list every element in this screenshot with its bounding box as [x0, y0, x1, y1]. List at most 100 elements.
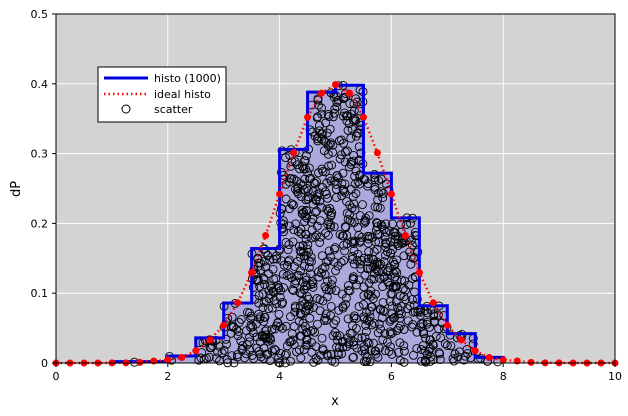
ideal-histo-point	[276, 190, 284, 198]
scatter-point	[367, 320, 377, 330]
scatter-point	[380, 307, 390, 317]
scatter-point	[340, 222, 350, 232]
scatter-point	[416, 356, 426, 366]
scatter-point	[281, 194, 291, 204]
scatter-point	[367, 233, 377, 242]
scatter-point	[361, 213, 371, 223]
scatter-point	[298, 318, 308, 328]
legend-scatter-swatch	[121, 104, 131, 114]
scatter-point	[412, 327, 422, 337]
scatter-point	[310, 179, 320, 188]
scatter-point	[342, 146, 352, 156]
scatter-point	[340, 246, 350, 256]
scatter-point	[390, 260, 400, 270]
scatter-point	[399, 251, 409, 261]
scatter-point	[340, 108, 349, 118]
scatter-point	[420, 346, 430, 356]
scatter-point	[296, 229, 306, 239]
scatter-point	[338, 94, 348, 104]
scatter-point	[399, 292, 409, 302]
scatter-point	[384, 346, 394, 356]
scatter-point	[406, 259, 416, 269]
y-tick-label: 0.5	[31, 8, 49, 21]
scatter-point	[359, 291, 369, 300]
scatter-point	[332, 102, 342, 112]
scatter-point	[311, 207, 320, 217]
scatter-point	[362, 315, 372, 325]
scatter-point	[194, 355, 204, 365]
scatter-point	[352, 280, 362, 290]
scatter-point	[345, 209, 355, 219]
y-tick-label: 0	[41, 357, 48, 370]
ideal-histo-point	[499, 356, 507, 364]
scatter-point	[330, 243, 340, 253]
scatter-point	[301, 234, 311, 244]
ideal-histo-point	[164, 356, 172, 364]
scatter-point	[390, 266, 400, 276]
scatter-point	[381, 219, 391, 229]
scatter-point	[362, 353, 372, 363]
scatter-point	[265, 334, 275, 343]
scatter-point	[361, 327, 371, 336]
scatter-point	[331, 315, 341, 325]
scatter-point	[368, 294, 378, 304]
x-axis: 0 2 4 6 8 10	[53, 363, 622, 383]
ideal-histo-point	[443, 321, 451, 329]
scatter-point	[296, 224, 306, 234]
y-tick-label: 0.1	[31, 287, 49, 300]
scatter-point	[368, 338, 378, 348]
scatter-point	[307, 338, 317, 347]
ideal-histo-markers	[52, 81, 619, 367]
scatter-point	[260, 326, 270, 336]
scatter-point	[296, 247, 306, 257]
scatter-point	[341, 222, 351, 232]
scatter-point	[335, 230, 345, 239]
scatter-point	[264, 269, 273, 278]
scatter-point	[279, 283, 288, 293]
scatter-point	[385, 327, 395, 337]
scatter-point	[326, 301, 336, 311]
scatter-point	[361, 357, 371, 366]
scatter-point	[349, 340, 359, 350]
scatter-point	[291, 276, 300, 286]
scatter-point	[302, 275, 311, 285]
scatter-point	[271, 345, 280, 355]
scatter-point	[369, 268, 379, 278]
scatter-point	[374, 343, 384, 353]
scatter-point	[380, 272, 390, 282]
scatter-point	[328, 147, 338, 157]
scatter-point	[327, 356, 337, 366]
legend-histo-label: histo (1000)	[154, 72, 221, 85]
scatter-point	[333, 336, 342, 345]
scatter-point	[287, 329, 297, 339]
scatter-point	[314, 188, 324, 198]
scatter-point	[342, 116, 352, 126]
scatter-point	[217, 348, 227, 358]
scatter-point	[434, 310, 443, 320]
scatter-point	[346, 133, 356, 143]
scatter-point	[236, 336, 246, 346]
scatter-point	[399, 325, 409, 334]
scatter-point	[354, 302, 364, 311]
scatter-point	[285, 221, 295, 231]
scatter-point	[258, 303, 268, 312]
scatter-point	[426, 352, 436, 362]
scatter-point	[295, 301, 305, 311]
scatter-point	[255, 281, 265, 291]
scatter-point	[344, 162, 354, 172]
scatter-point	[344, 339, 354, 349]
scatter-point	[321, 118, 331, 128]
scatter-point	[401, 295, 411, 305]
scatter-point	[425, 322, 435, 332]
scatter-point	[381, 238, 390, 248]
scatter-point	[284, 270, 294, 280]
scatter-point	[304, 163, 314, 173]
y-axis-label: dP	[9, 181, 24, 197]
scatter-point	[413, 307, 423, 317]
scatter-point	[253, 275, 263, 285]
scatter-point	[331, 184, 341, 194]
scatter-point	[272, 251, 281, 261]
scatter-point	[265, 356, 275, 366]
scatter-point	[305, 174, 315, 184]
scatter-point	[312, 134, 322, 144]
